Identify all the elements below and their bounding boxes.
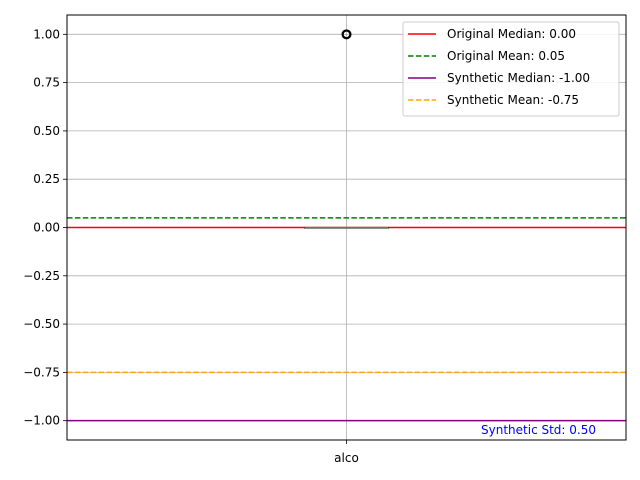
box-outlier-point (341, 29, 352, 40)
legend-label: Synthetic Median: -1.00 (447, 71, 590, 85)
y-axis: −1.00 −0.75 −0.50 −0.25 0.00 0.25 0.50 0.75 1.00 (23, 27, 67, 428)
x-axis: alco (334, 440, 359, 465)
y-tick-label: 0.00 (33, 221, 60, 235)
y-tick-label: −0.25 (23, 269, 60, 283)
y-tick-label: 0.75 (33, 76, 60, 90)
legend-label: Original Mean: 0.05 (447, 49, 565, 63)
y-tick-label: 0.25 (33, 172, 60, 186)
y-tick-label: −0.75 (23, 365, 60, 379)
y-tick-label: −1.00 (23, 414, 60, 428)
box-plot (304, 29, 389, 229)
y-tick-label: 0.50 (33, 124, 60, 138)
legend: Original Median: 0.00 Original Mean: 0.05… (402, 21, 620, 117)
synthetic-std-annotation: Synthetic Std: 0.50 (481, 423, 596, 437)
box-outlier-point (342, 30, 351, 39)
y-tick-label: 1.00 (33, 27, 60, 41)
legend-label: Synthetic Mean: -0.75 (447, 93, 579, 107)
y-tick-label: −0.50 (23, 317, 60, 331)
legend-label: Original Median: 0.00 (447, 27, 576, 41)
x-tick-label: alco (334, 451, 359, 465)
legend-frame (402, 21, 620, 117)
